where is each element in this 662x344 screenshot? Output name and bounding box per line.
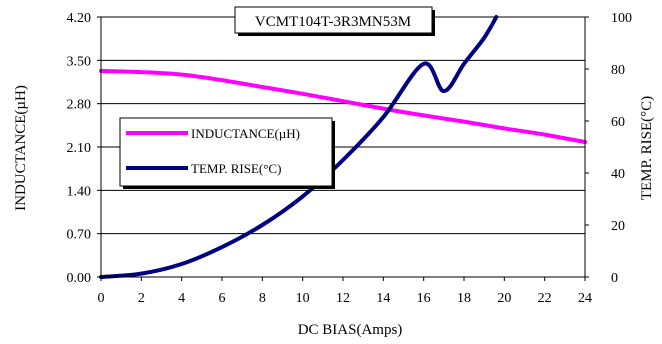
series-layer xyxy=(99,15,587,279)
left-axis-title: INDUCTANCE(µH) xyxy=(13,85,29,211)
x-tick-label: 20 xyxy=(497,291,511,306)
x-tick-label: 14 xyxy=(376,291,390,306)
right-tick-label: 20 xyxy=(611,219,625,234)
right-axis-title: TEMP. RISE(°C) xyxy=(639,96,655,200)
x-tick-label: 6 xyxy=(219,291,226,306)
x-tick-label: 22 xyxy=(538,291,552,306)
right-tick-label: 80 xyxy=(611,63,625,78)
left-tick-label: 2.10 xyxy=(67,141,92,156)
left-tick-label: 2.80 xyxy=(67,98,92,113)
title-frame xyxy=(234,6,433,34)
right-axis-ticks: 0 20 40 60 80 100 xyxy=(585,11,632,286)
right-tick-label: 100 xyxy=(611,11,632,26)
chart-title: VCMT104T-3R3MN53M xyxy=(255,14,411,30)
left-tick-label: 0.70 xyxy=(67,228,92,243)
series-line-temp-rise xyxy=(99,15,499,279)
x-tick-label: 4 xyxy=(178,291,185,306)
right-tick-label: 0 xyxy=(611,271,618,286)
x-tick-label: 2 xyxy=(138,291,145,306)
x-tick-label: 0 xyxy=(98,291,105,306)
right-tick-label: 40 xyxy=(611,167,625,182)
left-tick-label: 1.40 xyxy=(67,184,92,199)
x-axis-title: DC BIAS(Amps) xyxy=(298,322,403,338)
left-tick-label: 3.50 xyxy=(67,54,92,69)
x-tick-label: 24 xyxy=(578,291,592,306)
x-tick-label: 8 xyxy=(259,291,266,306)
legend-label-inductance: INDUCTANCE(µH) xyxy=(191,126,300,141)
legend-frame xyxy=(119,117,333,187)
left-axis-ticks: 0.00 0.70 1.40 2.10 2.80 3.50 4.20 xyxy=(67,11,101,286)
left-tick-label: 0.00 xyxy=(67,271,92,286)
x-axis-ticks: 0 2 4 6 8 10 12 14 16 18 20 22 24 xyxy=(98,277,592,306)
chart-title-box: VCMT104T-3R3MN53M xyxy=(234,6,435,36)
legend-label-temp-rise: TEMP. RISE(°C) xyxy=(191,161,281,176)
x-tick-label: 10 xyxy=(296,291,310,306)
x-tick-label: 12 xyxy=(336,291,350,306)
left-tick-label: 4.20 xyxy=(67,11,92,26)
series-line-inductance xyxy=(99,68,587,144)
x-tick-label: 16 xyxy=(417,291,431,306)
x-tick-label: 18 xyxy=(457,291,471,306)
right-tick-label: 60 xyxy=(611,115,625,130)
legend: INDUCTANCE(µH) TEMP. RISE(°C) xyxy=(119,117,335,189)
